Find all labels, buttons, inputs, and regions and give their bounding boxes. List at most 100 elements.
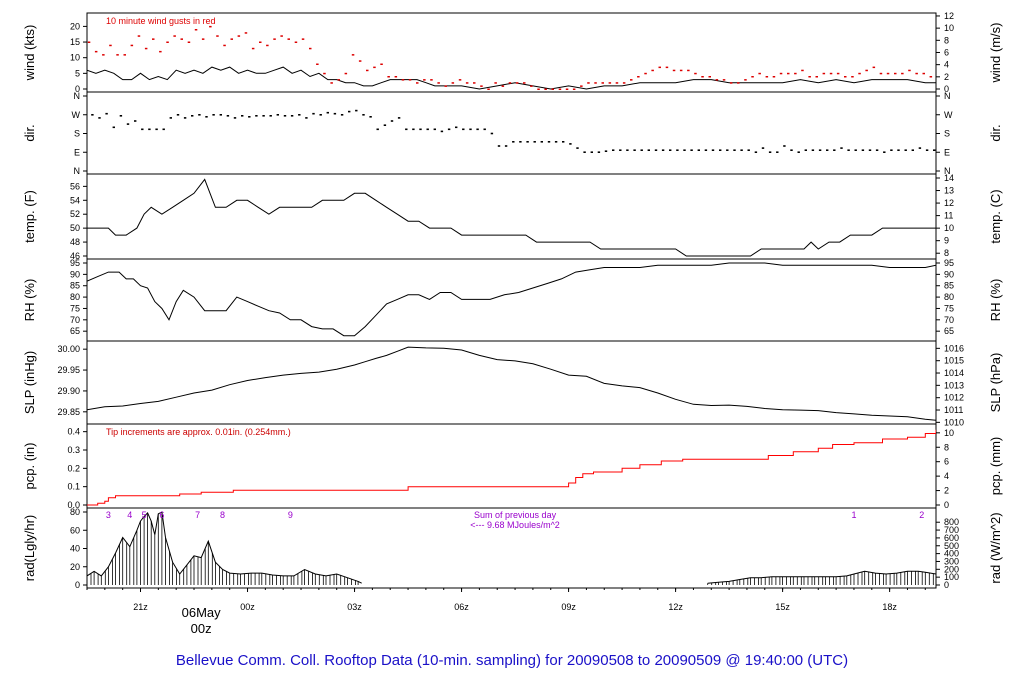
direction-point <box>583 151 586 153</box>
direction-point <box>212 114 215 116</box>
tick-label-right: W <box>944 110 953 120</box>
tick-label-right: 1016 <box>944 343 964 353</box>
direction-point <box>554 141 558 143</box>
tick-label-left: 20 <box>70 21 80 31</box>
tick-label-left: W <box>72 110 81 120</box>
tick-label-right: 400 <box>944 549 959 559</box>
tick-label-right: 0 <box>944 580 949 590</box>
direction-point <box>726 149 729 151</box>
y-axis-label-left: wind (kts) <box>22 25 37 82</box>
tick-label-right: 1011 <box>944 405 963 415</box>
gust-point <box>102 54 105 56</box>
direction-point <box>626 149 629 151</box>
direction-point <box>312 112 315 115</box>
direction-point <box>875 149 879 151</box>
gust-point <box>423 79 426 81</box>
direction-point <box>148 128 151 131</box>
gust-point <box>808 76 811 78</box>
direction-point <box>504 145 508 147</box>
direction-point <box>868 149 872 151</box>
tick-label-left: 0 <box>75 84 80 94</box>
x-tick-label: 18z <box>882 602 897 612</box>
direction-point <box>540 141 543 143</box>
direction-point <box>747 149 750 151</box>
tick-label-right: 1010 <box>944 417 964 427</box>
tick-label-right: 800 <box>944 517 959 527</box>
direction-point <box>433 128 436 131</box>
direction-point <box>276 114 279 116</box>
day-marker-time: 00z <box>191 621 212 636</box>
tick-label-right: 0 <box>944 84 949 94</box>
gust-point <box>637 76 640 78</box>
gust-point <box>922 72 925 75</box>
direction-point <box>141 128 144 131</box>
y-axis-label-right: SLP (hPa) <box>988 353 1003 413</box>
tick-label-right: 1012 <box>944 393 964 403</box>
direction-point <box>854 149 857 151</box>
series-group <box>87 262 936 337</box>
panel-frame <box>86 258 937 342</box>
direction-point <box>119 115 123 117</box>
gust-point <box>665 66 669 69</box>
gust-point <box>794 72 797 75</box>
panel-temp: temp. (F) temp. (C) 46 48 50 52 54 56 8 9 10 11 12 13… <box>22 173 1003 261</box>
gust-point <box>601 82 604 84</box>
tick-label-left: 90 <box>70 269 80 279</box>
panel-note: 10 minute wind gusts in red <box>106 16 216 26</box>
direction-point <box>519 141 522 143</box>
tick-label-left: 30.00 <box>57 344 80 354</box>
gust-point <box>430 79 433 81</box>
tick-label-right: 0 <box>944 500 949 510</box>
direction-point <box>476 128 479 131</box>
y-axis-label-right: RH (%) <box>988 279 1003 322</box>
direction-point <box>462 128 465 131</box>
direction-point <box>811 149 815 151</box>
gust-point <box>886 72 890 75</box>
gust-point <box>358 60 362 62</box>
gust-point <box>437 82 440 84</box>
gust-point <box>116 54 119 56</box>
gust-point <box>159 50 162 53</box>
direction-point <box>619 149 622 151</box>
gust-point <box>672 69 676 72</box>
series-line-precipitation <box>87 429 936 506</box>
direction-point <box>390 120 394 122</box>
gust-point <box>729 82 733 84</box>
gust-point <box>216 35 219 37</box>
tick-label-right: 6 <box>944 47 949 57</box>
direction-point <box>783 145 786 147</box>
gust-point <box>929 76 933 78</box>
direction-point <box>768 151 772 153</box>
gust-point <box>908 69 911 72</box>
gust-point <box>651 69 654 72</box>
direction-point <box>654 149 658 151</box>
gust-point <box>901 72 904 75</box>
direction-point <box>497 145 501 147</box>
tick-label-left: 29.90 <box>57 386 80 396</box>
direction-point <box>711 149 715 151</box>
gust-point <box>544 88 547 90</box>
direction-point <box>155 128 158 131</box>
tick-label-left: 0.2 <box>67 463 80 473</box>
gust-point <box>144 47 148 50</box>
direction-point <box>269 115 272 117</box>
y-axis-label-left: dir. <box>22 124 37 141</box>
gust-point <box>344 72 348 75</box>
direction-point <box>897 149 900 151</box>
tick-label-left: 80 <box>70 292 80 302</box>
gust-point <box>237 35 241 37</box>
tick-label-right: 65 <box>944 326 954 336</box>
gust-point <box>815 76 818 78</box>
tick-label-left: 29.85 <box>57 407 80 417</box>
x-tick-label: 21z <box>133 602 148 612</box>
direction-point <box>219 114 222 116</box>
tick-label-left: 75 <box>70 303 80 313</box>
tick-label-left: 10 <box>70 53 80 63</box>
series-group <box>87 429 936 506</box>
direction-point <box>676 149 679 151</box>
hour-annotation: 9 <box>288 510 293 520</box>
tick-label-right: 14 <box>944 173 954 183</box>
panel-frame <box>86 340 937 425</box>
direction-point <box>397 117 401 119</box>
tick-label-left: S <box>74 129 80 139</box>
